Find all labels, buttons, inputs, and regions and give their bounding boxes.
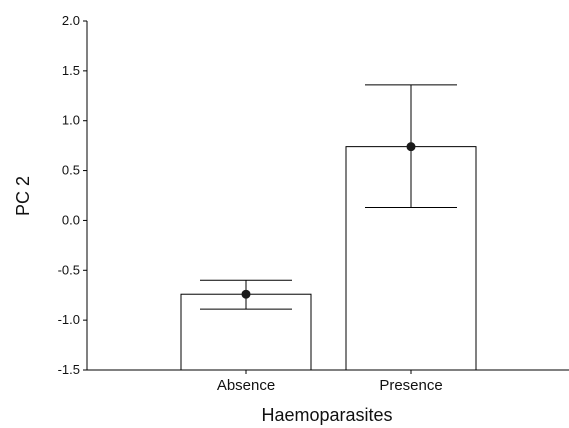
mean-point-presence (406, 142, 416, 152)
y-tick-label: -0.5 (58, 262, 80, 277)
x-axis-title: Haemoparasites (261, 405, 392, 425)
y-tick-label: 2.0 (62, 13, 80, 28)
y-tick-label: 1.5 (62, 63, 80, 78)
bars (180, 146, 477, 371)
mean-point-absence (241, 289, 251, 299)
y-tick-label: -1.5 (58, 362, 80, 377)
y-tick-label: -1.0 (58, 312, 80, 327)
y-axis-title: PC 2 (13, 176, 33, 216)
y-tick-label: 0.0 (62, 212, 80, 227)
x-tick-label: Absence (217, 377, 275, 394)
mean-points (241, 142, 416, 299)
axis-labels: -1.5 -1.0 -0.5 0.0 0.5 1.0 1.5 2.0 Absence Presen… (58, 13, 443, 394)
axes (83, 20, 569, 374)
y-tick-label: 1.0 (62, 113, 80, 128)
y-tick-label: 0.5 (62, 163, 80, 178)
x-tick-label: Presence (379, 377, 442, 394)
